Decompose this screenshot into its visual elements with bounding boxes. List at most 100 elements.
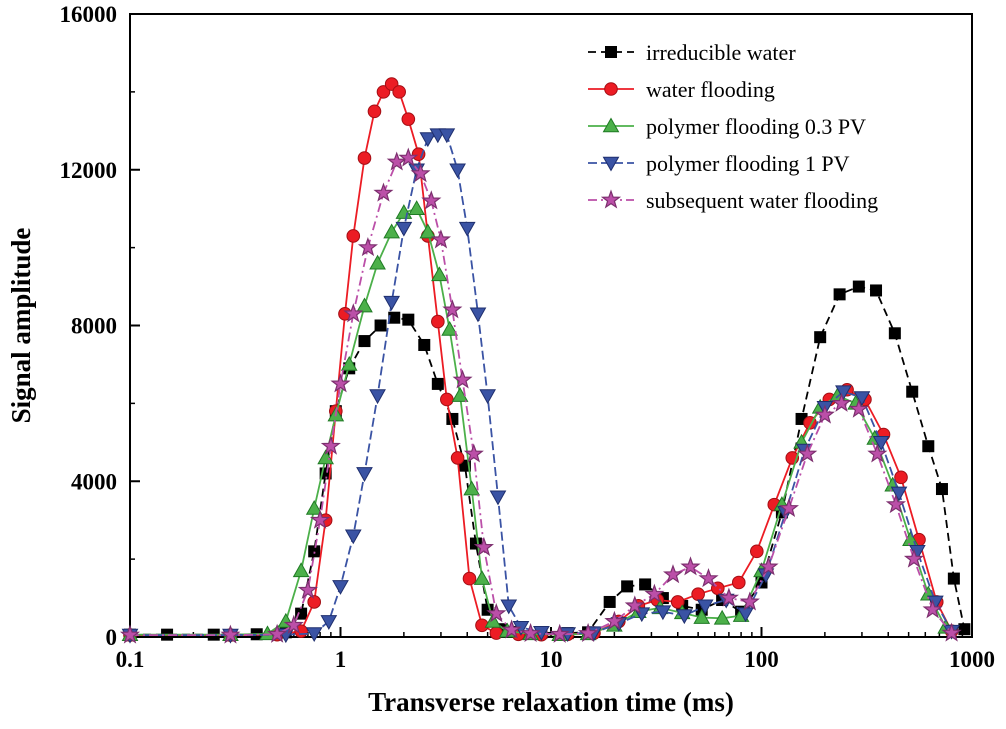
marker-star: [814, 404, 835, 424]
series-line: [130, 207, 947, 636]
marker-square: [308, 545, 321, 558]
marker-square: [603, 595, 616, 608]
marker-triangle-down: [890, 486, 908, 502]
marker-star: [309, 509, 331, 529]
marker-triangle-down: [344, 529, 362, 545]
marker-circle: [691, 587, 705, 601]
marker-star: [373, 182, 394, 202]
marker-star: [680, 556, 701, 576]
marker-triangle-up: [419, 223, 437, 239]
marker-square: [947, 572, 960, 585]
legend-item: water flooding: [588, 77, 775, 102]
marker-circle: [750, 544, 764, 559]
marker-circle: [604, 82, 618, 96]
marker-circle: [431, 314, 445, 329]
x-axis-title: Transverse relaxation time (ms): [368, 687, 734, 717]
legend: irreducible water water flooding polymer f…: [588, 40, 878, 213]
marker-star: [903, 548, 924, 568]
legend-label: polymer flooding 0.3 PV: [646, 114, 866, 139]
marker-triangle-up: [356, 297, 373, 313]
marker-triangle-down: [489, 490, 507, 506]
marker-star: [644, 583, 665, 603]
marker-star: [739, 591, 760, 611]
marker-star: [473, 536, 494, 557]
marker-square: [906, 385, 919, 398]
marker-square: [358, 335, 371, 348]
marker-square: [639, 578, 652, 591]
y-tick-label: 8000: [71, 314, 117, 339]
marker-square: [935, 483, 948, 496]
marker-circle: [670, 595, 685, 609]
marker-star: [398, 147, 419, 167]
series-line: [130, 285, 966, 636]
marker-triangle-down: [419, 132, 437, 148]
marker-square: [374, 319, 387, 332]
x-tick-label: 1: [335, 647, 347, 672]
marker-star: [386, 151, 407, 171]
marker-square: [431, 377, 444, 390]
legend-item: polymer flooding 1 PV: [588, 151, 850, 176]
marker-square: [418, 338, 431, 351]
marker-square: [319, 467, 332, 480]
marker-star: [343, 303, 364, 323]
legend-item: polymer flooding 0.3 PV: [588, 114, 866, 139]
y-tick-label: 16000: [60, 2, 118, 27]
marker-triangle-down: [469, 307, 487, 323]
x-tick-label: 10: [540, 647, 563, 672]
marker-triangle-down: [305, 627, 323, 643]
marker-triangle-up: [441, 320, 459, 336]
marker-triangle-down: [479, 389, 496, 405]
marker-triangle-up: [431, 266, 448, 282]
y-tick-label: 12000: [60, 158, 118, 183]
series-subsequent-water-flooding: [119, 147, 962, 644]
marker-star: [578, 622, 599, 643]
marker-triangle-up: [292, 562, 310, 578]
marker-circle: [450, 451, 465, 465]
marker-triangle-up: [305, 499, 323, 515]
marker-triangle-down: [356, 467, 373, 482]
marker-star: [520, 622, 541, 643]
marker-star: [848, 398, 869, 418]
marker-star: [442, 299, 463, 319]
marker-square: [814, 331, 827, 344]
marker-star: [663, 564, 684, 584]
marker-square: [446, 412, 459, 425]
marker-circle: [894, 470, 908, 485]
marker-star: [320, 435, 341, 455]
marker-star: [600, 189, 622, 209]
marker-triangle-up: [473, 570, 491, 585]
marker-triangle-up: [713, 609, 731, 625]
marker-triangle-down: [835, 385, 852, 401]
marker-triangle-down: [872, 436, 890, 451]
marker-triangle-up: [317, 449, 334, 465]
legend-label: water flooding: [646, 77, 775, 102]
legend-label: irreducible water: [646, 40, 796, 65]
marker-star: [330, 373, 351, 393]
legend-item: subsequent water flooding: [588, 188, 878, 213]
marker-square: [870, 284, 883, 297]
marker-square: [402, 313, 415, 326]
legend-label: subsequent water flooding: [646, 188, 878, 213]
marker-circle: [367, 104, 382, 119]
y-tick-label: 0: [106, 625, 118, 650]
marker-triangle-down: [332, 580, 349, 595]
marker-triangle-up: [693, 609, 711, 624]
axes: 0.1 1 10 100 1000 0 4000 8000 12000 16000: [60, 2, 996, 672]
marker-triangle-down: [602, 156, 620, 172]
marker-circle: [307, 595, 322, 609]
marker-star: [867, 443, 888, 463]
marker-star: [941, 622, 962, 642]
marker-star: [604, 610, 625, 630]
marker-star: [831, 392, 852, 412]
plot-frame: [129, 13, 973, 638]
marker-star: [718, 587, 740, 607]
marker-triangle-down: [369, 389, 386, 405]
marker-triangle-down: [438, 128, 456, 144]
marker-circle: [731, 575, 746, 590]
marker-triangle-up: [340, 355, 358, 371]
marker-star: [421, 190, 442, 210]
marker-triangle-down: [654, 605, 672, 621]
marker-star: [698, 568, 719, 588]
